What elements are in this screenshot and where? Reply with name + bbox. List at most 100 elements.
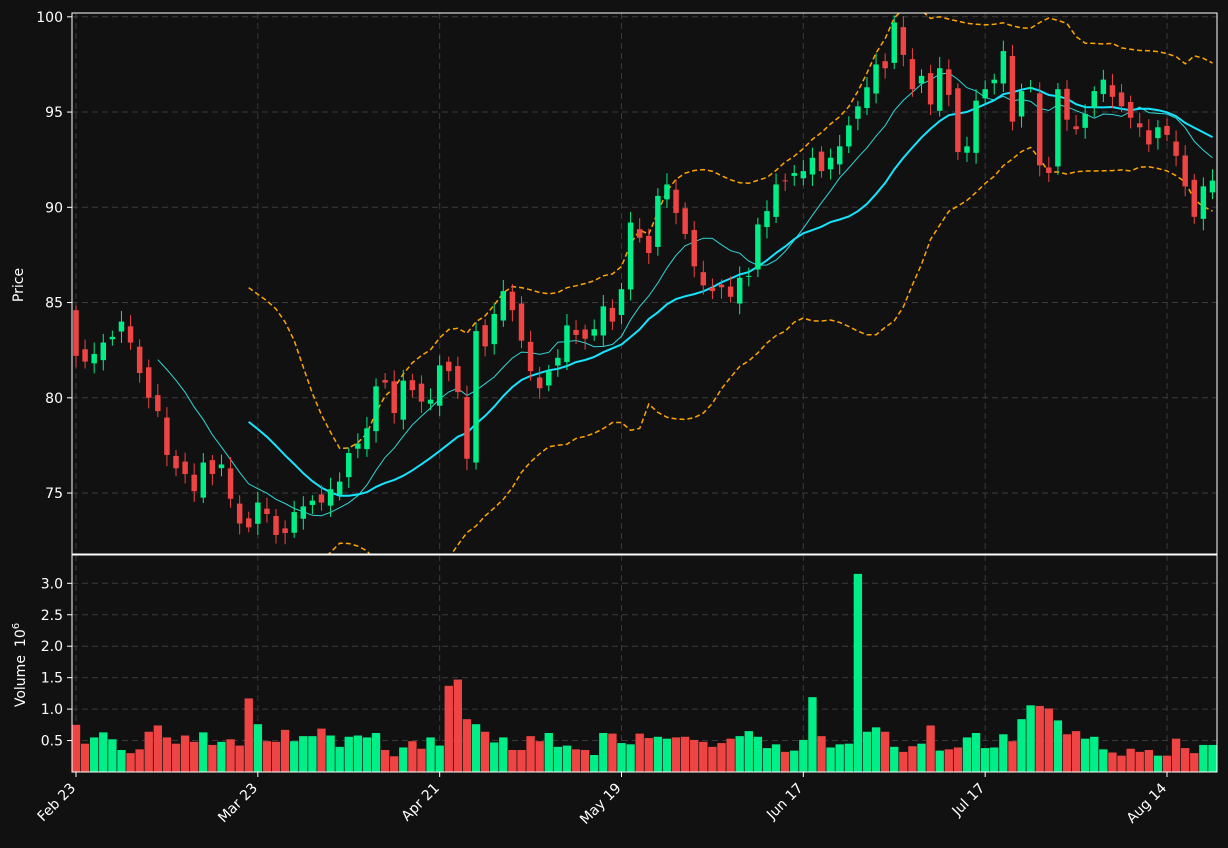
- volume-bar: [253, 724, 263, 772]
- volume-bar: [217, 741, 226, 772]
- candle: [364, 417, 370, 457]
- candle-body: [136, 346, 143, 374]
- candle: [1155, 120, 1161, 150]
- candle-body: [755, 224, 761, 270]
- candle-body: [864, 87, 870, 108]
- candle: [518, 296, 525, 349]
- candle: [218, 454, 225, 477]
- candle-body: [427, 399, 434, 404]
- candle-body: [1191, 179, 1197, 217]
- volume-bar: [144, 731, 153, 772]
- candle: [1073, 114, 1079, 135]
- price-y-axis: 75 80 85 90 95 100: [36, 10, 72, 502]
- candle: [118, 310, 125, 343]
- candle-body: [782, 180, 788, 182]
- volume-bar: [353, 735, 363, 772]
- candle: [273, 509, 279, 544]
- candle-body: [482, 325, 488, 347]
- candle: [336, 472, 343, 501]
- volume-bar: [335, 746, 344, 772]
- candle-body: [955, 88, 961, 153]
- volume-bar: [762, 748, 772, 772]
- volume-bar: [1090, 736, 1099, 772]
- volume-bar: [917, 743, 926, 772]
- volume-bar: [653, 736, 663, 772]
- candle-body: [146, 367, 152, 398]
- volume-bar: [1071, 731, 1081, 772]
- candle: [73, 305, 79, 368]
- volume-bar: [299, 736, 308, 772]
- candle: [1009, 44, 1016, 131]
- candle: [464, 385, 470, 471]
- candle-body: [355, 443, 361, 449]
- candle: [236, 495, 243, 535]
- candle: [936, 56, 943, 117]
- candle: [155, 383, 161, 418]
- volume-bar: [490, 742, 499, 772]
- candle-body: [1155, 127, 1161, 139]
- volume-bar: [208, 744, 217, 772]
- volume-bar: [444, 685, 453, 772]
- candle: [827, 148, 834, 180]
- price-tick-label: 85: [45, 296, 63, 312]
- candle: [982, 80, 988, 104]
- candle-body: [1000, 51, 1007, 84]
- volume-bar: [871, 727, 881, 772]
- volume-bar: [462, 719, 472, 772]
- volume-bar: [1062, 734, 1072, 772]
- volume-bar: [326, 735, 335, 772]
- candle-body: [1118, 92, 1125, 107]
- candle-body: [273, 515, 279, 535]
- candle: [773, 173, 779, 224]
- candle-body: [91, 353, 97, 364]
- volume-bar: [471, 724, 481, 772]
- volume-label-base: 10: [13, 629, 29, 647]
- candle-body: [209, 460, 216, 474]
- volume-bar: [1053, 720, 1063, 772]
- candle: [318, 485, 325, 511]
- candle: [346, 447, 352, 488]
- volume-tick-label: 1.5: [41, 671, 63, 687]
- candle-body: [400, 380, 407, 420]
- volume-bar: [862, 731, 872, 772]
- volume-bar: [408, 741, 417, 772]
- price-tick-label: 90: [45, 200, 63, 216]
- candle: [718, 279, 725, 299]
- candle-body: [1127, 101, 1134, 118]
- volume-bar: [980, 748, 990, 772]
- volume-bar: [726, 738, 735, 772]
- candle: [846, 116, 852, 154]
- volume-bar: [1080, 738, 1090, 772]
- candle: [700, 260, 707, 295]
- candle: [1173, 130, 1179, 167]
- candle-body: [173, 455, 179, 469]
- candle-body: [264, 508, 270, 514]
- candle: [355, 433, 361, 459]
- volume-bar: [844, 743, 853, 772]
- volume-bar: [280, 729, 290, 772]
- candle-body: [1055, 89, 1061, 167]
- candle-body: [82, 349, 88, 362]
- candle: [482, 319, 488, 357]
- volume-bar: [453, 679, 463, 772]
- volume-bar: [635, 733, 644, 772]
- candle-body: [791, 173, 797, 176]
- candle-body: [991, 79, 997, 84]
- volume-bar: [480, 731, 490, 772]
- candle: [1064, 80, 1070, 131]
- candle: [873, 53, 879, 104]
- volume-bar: [835, 744, 844, 772]
- candle: [691, 221, 697, 278]
- candle: [918, 69, 925, 94]
- candle: [836, 134, 843, 175]
- volume-grid: [72, 555, 1217, 772]
- candle-body: [236, 503, 243, 524]
- candle-body: [527, 341, 534, 372]
- volume-bar: [544, 733, 553, 772]
- volume-bar: [308, 736, 317, 772]
- candle: [727, 276, 734, 303]
- candle: [855, 100, 861, 131]
- candle: [1200, 177, 1207, 231]
- volume-bar: [526, 736, 535, 772]
- candle: [973, 89, 979, 164]
